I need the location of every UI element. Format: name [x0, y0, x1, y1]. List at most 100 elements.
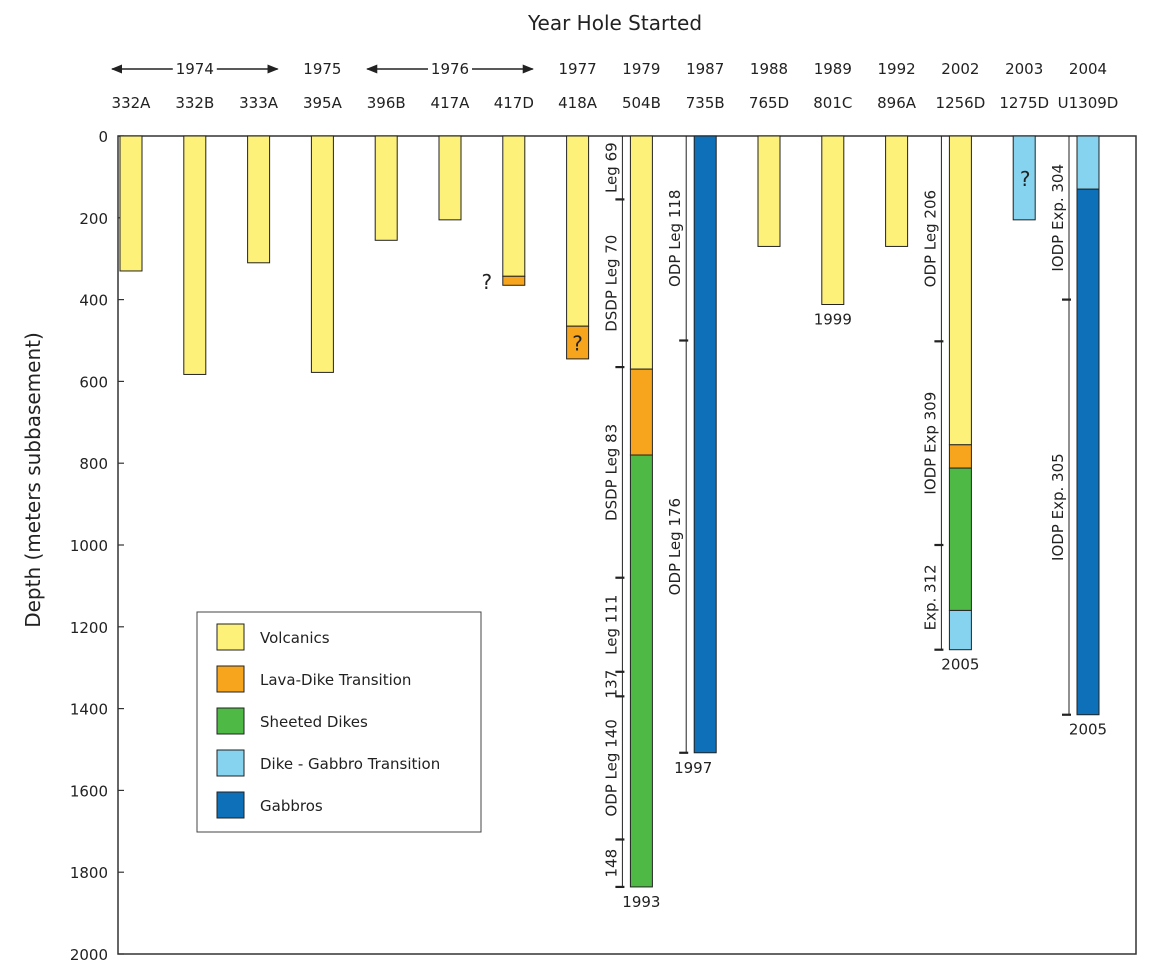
legend-swatch: [216, 791, 245, 819]
y-tick-label: 600: [79, 373, 108, 391]
hole-label: 1275D: [999, 94, 1049, 112]
hole-label: 395A: [303, 94, 343, 112]
year-end-label: 2005: [1069, 721, 1107, 739]
hole-label: 765D: [749, 94, 789, 112]
question-mark: ?: [1020, 167, 1031, 191]
bar-segment: [693, 135, 717, 754]
y-tick-label: 400: [79, 292, 108, 310]
bar-segment: [948, 135, 972, 446]
annotations: ??? 1993 1997 1999 2005 2005: [481, 167, 1107, 911]
year-label: 1977: [559, 60, 597, 78]
bar-segment: [1076, 135, 1100, 190]
bar-segment: [183, 135, 207, 375]
legend-label: Lava-Dike Transition: [260, 671, 411, 689]
year-label: 1992: [878, 60, 916, 78]
legend-swatch: [216, 707, 245, 735]
y-tick-label: 1000: [70, 537, 108, 555]
bar-segment: [119, 135, 143, 272]
legend-label: Volcanics: [260, 629, 330, 647]
expedition-label: Exp. 312: [921, 564, 939, 630]
legend-swatch: [216, 749, 245, 777]
legend-label: Sheeted Dikes: [260, 713, 368, 731]
expedition-label: 137: [602, 670, 620, 699]
bar-segment: [948, 609, 972, 651]
hole-label: 418A: [558, 94, 598, 112]
year-label: 2003: [1005, 60, 1043, 78]
hole-label: 896A: [877, 94, 917, 112]
expedition-label: DSDP Leg 70: [602, 235, 620, 332]
y-tick-label: 800: [79, 455, 108, 473]
bar-segment: [566, 135, 590, 327]
y-tick-label: 1800: [70, 864, 108, 882]
hole-label: 332A: [112, 94, 152, 112]
bar-segment: [566, 325, 590, 360]
legend-label: Dike - Gabbro Transition: [260, 755, 440, 773]
expedition-label: ODP Leg 140: [602, 719, 620, 816]
hole-labels: 332A 332B 333A 395A 396B 417A 417D 418A 504B 735B…: [112, 94, 1119, 112]
year-label: 1975: [303, 60, 341, 78]
expedition-label: Leg 69: [602, 142, 620, 193]
year-end-label: 2005: [941, 656, 979, 674]
expedition-label: ODP Leg 206: [921, 190, 939, 287]
year-end-label: 1993: [622, 893, 660, 911]
bar-segment: [629, 368, 653, 456]
chart-title: Year Hole Started: [527, 11, 702, 35]
bar-segment: [310, 135, 334, 373]
year-label: 1974: [176, 60, 214, 78]
expedition-label: DSDP Leg 83: [602, 424, 620, 521]
y-tick-label: 200: [79, 210, 108, 228]
legend-label: Gabbros: [260, 797, 323, 815]
expedition-label: IODP Exp 309: [921, 392, 939, 495]
bar-segment: [948, 467, 972, 611]
year-end-label: 1999: [814, 311, 852, 329]
expedition-annotations: Leg 69 DSDP Leg 70 DSDP Leg 83 Leg 111 137 OD…: [602, 136, 1071, 889]
year-label: 2002: [941, 60, 979, 78]
expedition-label: IODP Exp. 305: [1049, 453, 1067, 561]
legend-swatch: [216, 623, 245, 651]
hole-label: 1256D: [936, 94, 986, 112]
y-tick-label: 2000: [70, 946, 108, 960]
bar-segment: [502, 275, 526, 286]
year-label: 1979: [622, 60, 660, 78]
y-axis-label: Depth (meters subbasement): [21, 332, 45, 628]
bar-segment: [374, 135, 398, 241]
bar-segment: [885, 135, 909, 247]
year-label: 2004: [1069, 60, 1107, 78]
bar-segment: [821, 135, 845, 306]
hole-label: 504B: [622, 94, 661, 112]
hole-label: U1309D: [1058, 94, 1119, 112]
year-label: 1988: [750, 60, 788, 78]
y-tick-label: 1600: [70, 782, 108, 800]
hole-label: 735B: [686, 94, 725, 112]
question-mark: ?: [481, 270, 492, 294]
bar-segment: [629, 454, 653, 888]
bar-segment: [757, 135, 781, 247]
hole-label: 417D: [494, 94, 534, 112]
year-label: 1976: [431, 60, 469, 78]
bar-segment: [438, 135, 462, 221]
bar-segment: [1012, 135, 1036, 221]
bar-segment: [629, 135, 653, 370]
bar-segment: [247, 135, 271, 264]
bar-segment: [1076, 188, 1100, 716]
bar-segment: [948, 444, 972, 469]
year-label: 1987: [686, 60, 724, 78]
expedition-label: Leg 111: [602, 595, 620, 655]
expedition-label: ODP Leg 118: [666, 190, 684, 287]
legend: Volcanics Lava-Dike Transition Sheeted Dik…: [196, 611, 482, 833]
expedition-label: IODP Exp. 304: [1049, 164, 1067, 272]
expedition-label: 148: [602, 849, 620, 878]
year-labels: 1974 1975 1976 1977 1979 1987 1988 1989 1992 2002…: [110, 60, 1107, 78]
hole-label: 332B: [175, 94, 214, 112]
question-mark: ?: [572, 332, 583, 356]
legend-swatch: [216, 665, 245, 693]
year-label: 1989: [814, 60, 852, 78]
hole-label: 333A: [239, 94, 279, 112]
expedition-label: ODP Leg 176: [666, 498, 684, 595]
y-tick-label: 1200: [70, 619, 108, 637]
y-axis-ticks: 0 200 400 600 800 1000 1200 1400 1600 1800 2000: [70, 128, 124, 960]
hole-label: 396B: [367, 94, 406, 112]
hole-label: 417A: [431, 94, 471, 112]
bars: [119, 135, 1100, 888]
